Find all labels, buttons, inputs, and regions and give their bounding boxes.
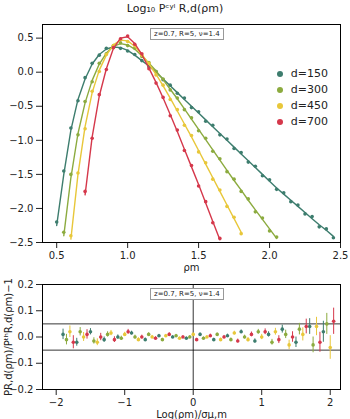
svg-text:0: 0 [190, 397, 196, 408]
html-text:z=0.7, R=5, ν=1.4: z=0.7, R=5, ν=1.4 [154, 30, 220, 38]
svg-text:0.0: 0.0 [18, 331, 34, 342]
html-text:d=450: d=450 [290, 99, 328, 112]
svg-text:2: 2 [327, 397, 333, 408]
svg-text:0.5: 0.5 [18, 32, 34, 43]
html-text:d=700: d=700 [290, 115, 328, 128]
svg-text:0.1: 0.1 [18, 305, 34, 316]
svg-text:PR,d(ρm)/PᵗʰR,d(ρm)−1: PR,d(ρm)/PᵗʰR,d(ρm)−1 [3, 278, 14, 396]
svg-text:2.5: 2.5 [333, 250, 349, 261]
svg-text:0.5: 0.5 [49, 250, 65, 261]
svg-text:−0.1: −0.1 [9, 357, 34, 369]
svg-text:−1.0: −1.0 [9, 135, 33, 146]
svg-text:−0.2: −0.2 [9, 383, 34, 395]
svg-text:−2.0: −2.0 [9, 203, 33, 214]
svg-text:−2.5: −2.5 [9, 237, 33, 248]
svg-text:1: 1 [259, 397, 265, 408]
svg-text:1.5: 1.5 [191, 250, 207, 261]
svg-text:1.0: 1.0 [120, 250, 136, 261]
svg-text:0.2: 0.2 [18, 279, 34, 290]
html-text:z=0.7, R=5, ν=1.4: z=0.7, R=5, ν=1.4 [154, 290, 220, 298]
svg-text:ρm: ρm [183, 262, 199, 273]
html-text:d=150: d=150 [290, 67, 328, 80]
svg-text:−1.5: −1.5 [9, 169, 33, 180]
svg-text:Log(ρm)/σμ,m: Log(ρm)/σμ,m [156, 409, 227, 419]
html-text:Log₁₀ Pᶜʸˡ R,d(ρm): Log₁₀ Pᶜʸˡ R,d(ρm) [126, 2, 224, 15]
svg-text:−2: −2 [49, 397, 64, 408]
svg-text:−0.5: −0.5 [9, 100, 33, 111]
html-text:d=300: d=300 [290, 83, 328, 96]
svg-text:2.0: 2.0 [262, 250, 278, 261]
svg-text:0.0: 0.0 [18, 66, 34, 77]
svg-text:−1: −1 [117, 397, 132, 408]
